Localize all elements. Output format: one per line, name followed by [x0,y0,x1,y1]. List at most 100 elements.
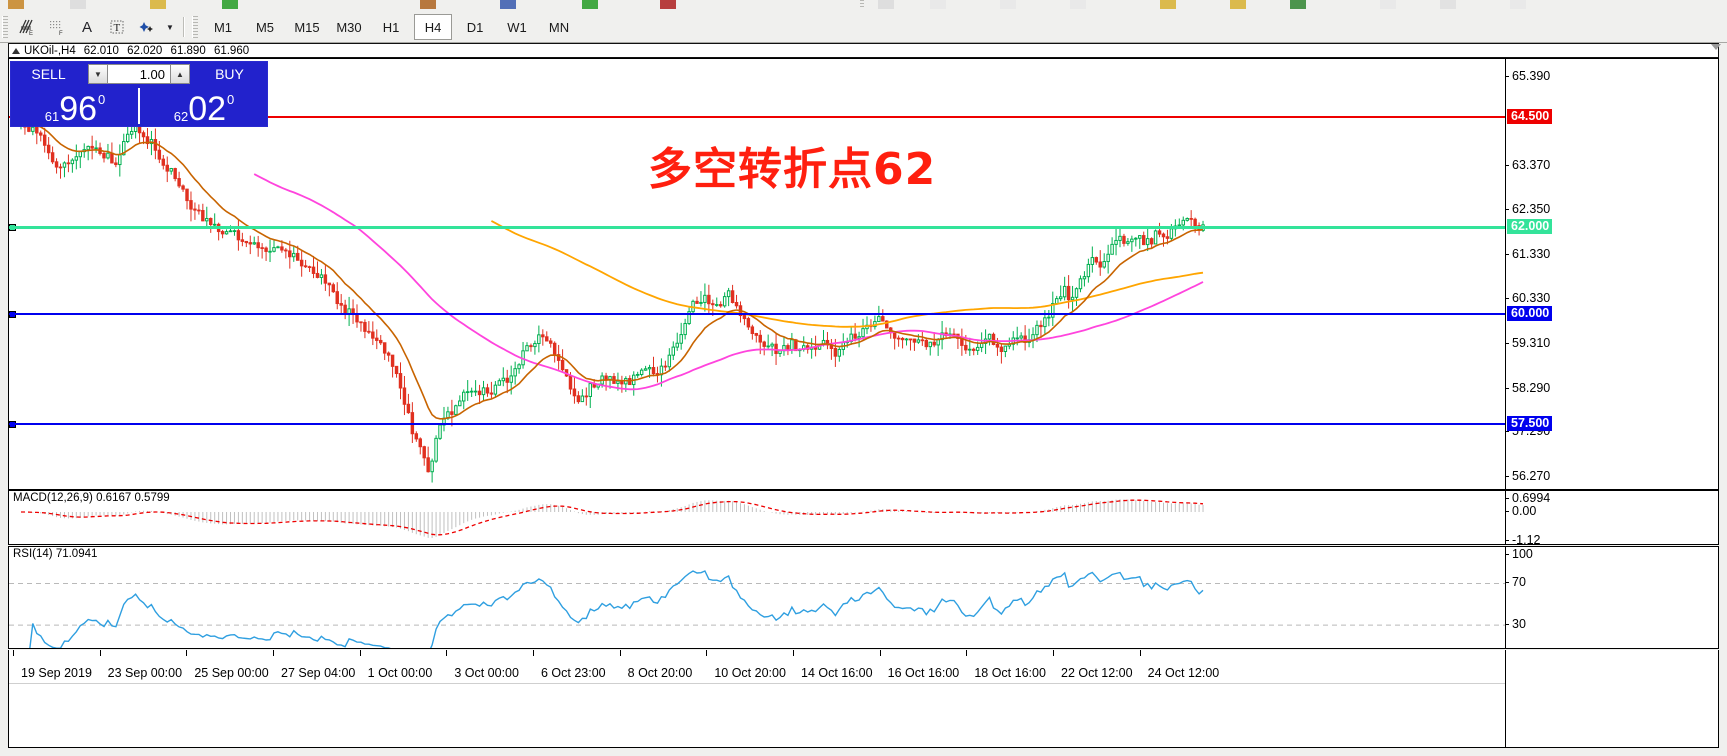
trade-panel-header[interactable]: SELL ▼ 1.00 ▲ BUY [11,62,267,86]
toolbar-upper-icon[interactable] [8,0,24,9]
ohlc-high: 62.020 [127,44,163,57]
time-axis-panel[interactable]: 19 Sep 2019 23 Sep 00:00 25 Sep 00:00 27 Se… [8,650,1719,748]
chart-collapse-icon[interactable] [1711,44,1721,50]
toolbar-upper-icon[interactable] [1510,0,1526,9]
objects-dropdown-icon[interactable]: ▼ [166,22,174,32]
trade-panel-prices[interactable]: 61 96 0 62 02 0 [11,86,267,126]
timeframe-m15-button[interactable]: M15 [294,19,320,35]
time-tick-mark [99,650,101,656]
time-tick-label: 8 Oct 20:00 [627,666,693,680]
text-tool-icon[interactable]: A [81,18,92,36]
time-tick-mark [619,650,621,656]
price-level-label-pivot-62000[interactable]: 62.000 [1507,218,1553,234]
ohlc-low: 61.890 [170,44,206,57]
toolbar-upper-icon[interactable] [150,0,166,9]
price-tick-label: 63.370 [1512,157,1551,172]
price-axis[interactable]: 65.390 63.370 62.350 61.330 60.330 59.310 58.2… [1505,59,1718,489]
toolbar-upper-icon[interactable] [1290,0,1306,9]
price-level-label-support-57500[interactable]: 57.500 [1507,416,1553,432]
price-chart-panel[interactable]: 65.390 63.370 62.350 61.330 60.330 59.310 58.2… [8,58,1719,490]
time-tick-mark [879,650,881,656]
price-tick-label: 62.350 [1512,202,1551,217]
chart-expand-icon[interactable] [12,47,20,54]
hline-support-60000[interactable] [9,313,1505,316]
toolbar-upper-icon[interactable] [500,0,516,9]
time-tick-label: 22 Oct 12:00 [1061,666,1133,680]
objects-tool-icon[interactable] [133,14,161,40]
volume-decrease-icon[interactable]: ▼ [88,64,108,84]
timeframe-m30-button[interactable]: M30 [336,19,362,35]
price-level-label-support-60000[interactable]: 60.000 [1507,306,1553,322]
price-plot-area[interactable] [9,59,1505,489]
macd-tick-label: 0.6994 [1512,491,1551,505]
macd-panel[interactable]: MACD(12,26,9) 0.6167 0.5799 0.6994 0.00 -1… [8,490,1719,547]
toolbar-upper-icon[interactable] [70,0,86,9]
timeframe-mn-button[interactable]: MN [548,19,570,35]
sell-button[interactable]: SELL [11,62,86,86]
volume-input[interactable]: 1.00 [108,64,170,84]
toolbar-grip[interactable] [2,16,8,38]
timeframe-h4-button[interactable]: H4 [414,14,452,40]
rsi-tick-label: 70 [1512,575,1526,590]
toolbar-upper-icon[interactable] [1380,0,1396,9]
toolbar-main[interactable]: E F A [0,12,1727,43]
trade-panel-divider [138,88,140,124]
chart-annotation-text[interactable]: 多空转折点62 [648,144,937,195]
timeframe-d1-button[interactable]: D1 [466,19,484,35]
toolbar-divider [183,17,185,37]
rsi-axis[interactable]: 100 70 30 [1505,547,1718,648]
price-tick-label: 65.390 [1512,68,1551,83]
time-tick-mark [13,650,14,656]
time-tick-mark [1139,650,1141,656]
buy-price-prefix: 62 [173,109,189,124]
hline-support-57500[interactable] [9,423,1505,426]
timeframe-h1-button[interactable]: H1 [382,19,400,35]
toolbar-upper-icon[interactable] [582,0,598,9]
timeframe-m5-button[interactable]: M5 [255,19,275,35]
crosshair-tool-icon[interactable]: E [13,14,41,40]
volume-stepper[interactable]: ▼ 1.00 ▲ [88,64,190,84]
time-tick-label: 25 Sep 00:00 [194,666,269,680]
timeframe-grip[interactable] [192,16,198,38]
rsi-plot-area[interactable] [9,547,1505,648]
timeframe-m1-button[interactable]: M1 [213,19,233,35]
draw-grid-tool-icon[interactable]: F [43,14,71,40]
toolbar-upper-grip[interactable] [860,0,864,8]
tick-dash [1506,582,1509,584]
toolbar-upper-icon[interactable] [1000,0,1016,9]
tick-dash [1506,498,1509,499]
text-label-tool-icon[interactable]: T [103,14,131,40]
timeframe-group[interactable]: M1 M5 M15 M30 H1 H4 D1 W1 MN [202,13,580,41]
drawing-tools-group[interactable]: E F A [12,13,178,41]
rsi-panel[interactable]: RSI(14) 71.0941 100 70 30 [8,546,1719,649]
time-tick-mark [706,650,708,656]
tick-dash [1506,510,1509,512]
one-click-trading-panel[interactable]: SELL ▼ 1.00 ▲ BUY 61 96 0 62 02 0 [10,61,268,127]
toolbar-upper-icon[interactable] [1070,0,1086,9]
sell-price[interactable]: 61 96 0 [11,86,138,126]
buy-button[interactable]: BUY [192,62,267,86]
toolbar-upper-icon[interactable] [930,0,946,9]
time-tick-label: 18 Oct 16:00 [974,666,1046,680]
toolbar-upper-icon[interactable] [1230,0,1246,9]
time-tick-mark [793,650,794,656]
volume-increase-icon[interactable]: ▲ [170,64,190,84]
timeframe-w1-button[interactable]: W1 [507,19,527,35]
toolbar-upper-icon[interactable] [660,0,676,9]
buy-price[interactable]: 62 02 0 [140,86,267,126]
toolbar-upper-icon[interactable] [1440,0,1456,9]
hline-pivot-62000[interactable] [9,225,1505,229]
time-tick-mark [446,650,448,656]
time-tick-mark [359,650,361,656]
tick-dash [1506,431,1509,433]
hline-resistance-64500[interactable] [9,116,1505,119]
toolbar-upper-icon[interactable] [878,0,894,9]
macd-axis[interactable]: 0.6994 0.00 -1.12 [1505,491,1718,547]
macd-title: MACD(12,26,9) 0.6167 0.5799 [13,492,170,504]
price-level-label-resistance-64500[interactable]: 64.500 [1507,109,1553,125]
rsi-tick-label: 30 [1512,617,1526,632]
toolbar-upper-icon[interactable] [222,0,238,9]
toolbar-upper-icon[interactable] [1160,0,1176,9]
toolbar-upper-icon[interactable] [420,0,436,9]
macd-plot-area[interactable] [9,491,1505,544]
